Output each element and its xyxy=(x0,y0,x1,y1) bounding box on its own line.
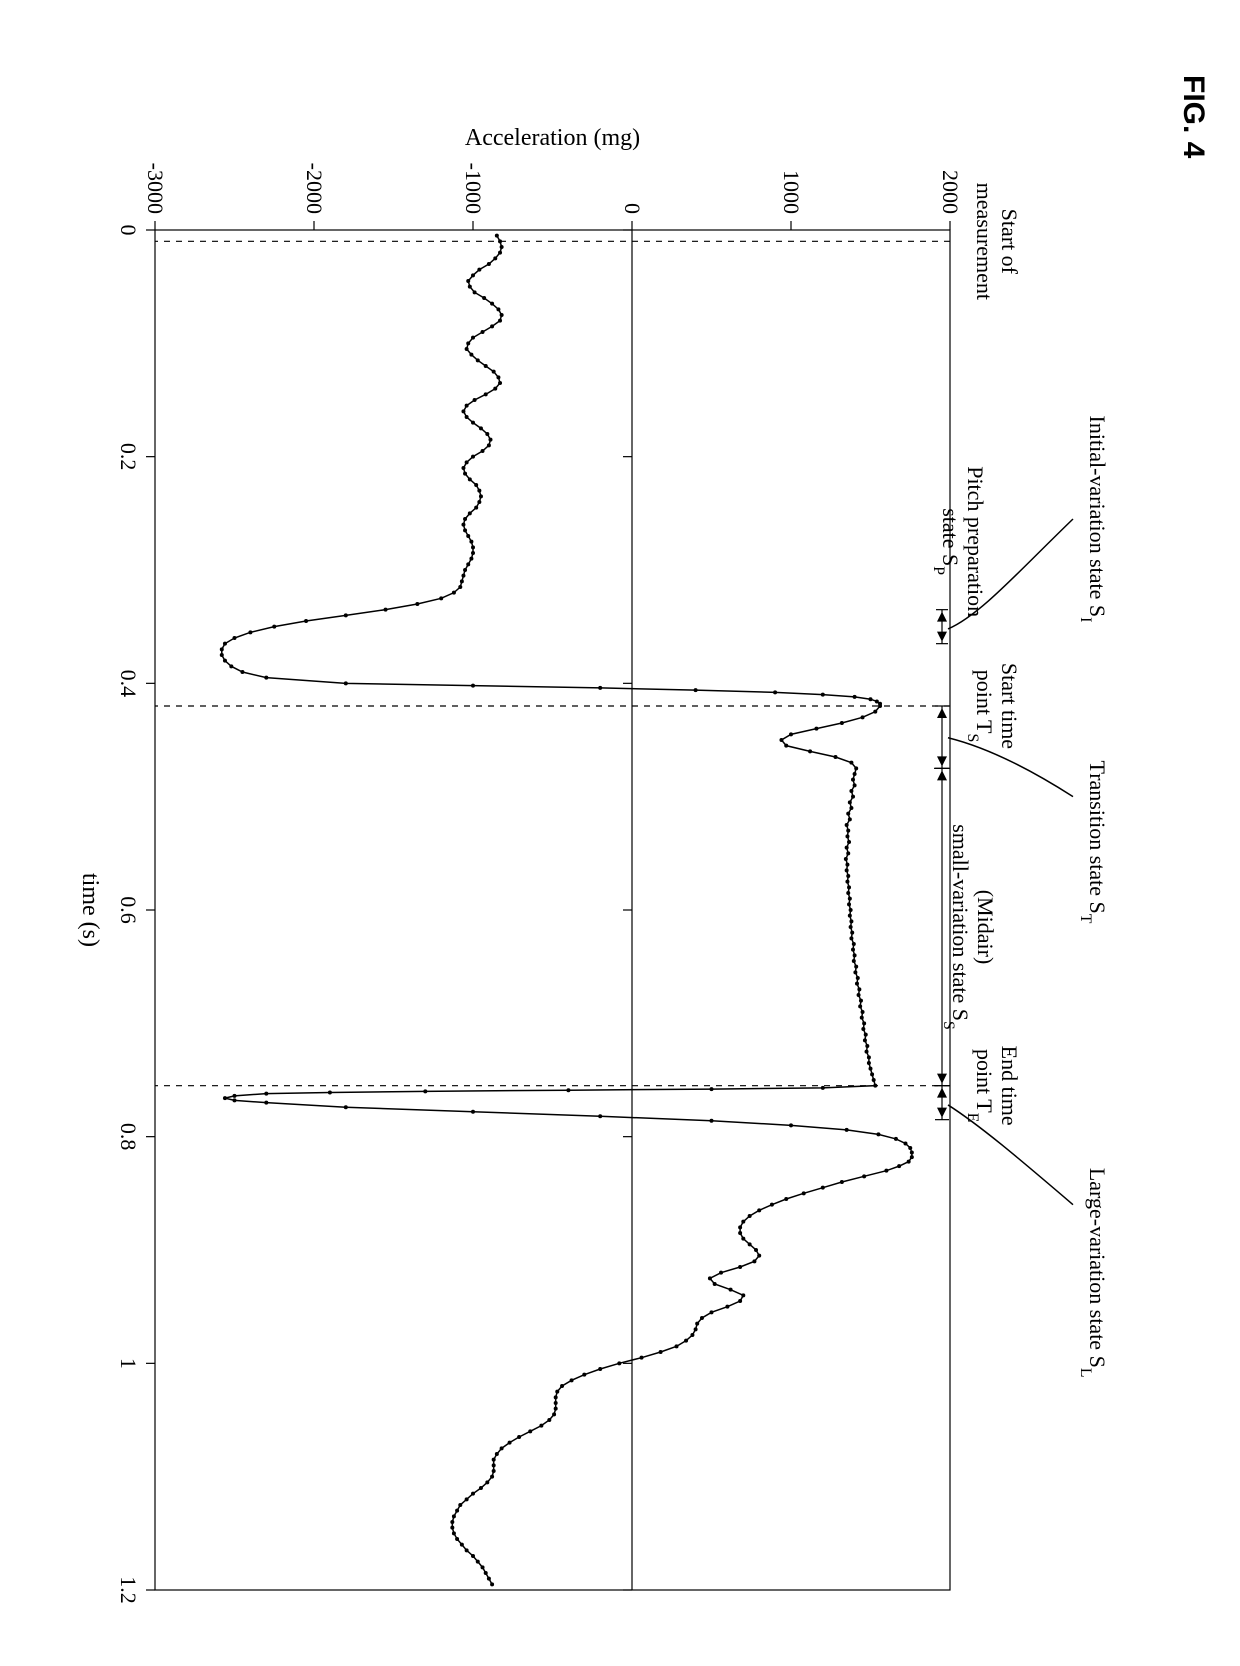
svg-text:(Midair): (Midair) xyxy=(973,890,998,965)
svg-text:0.4: 0.4 xyxy=(116,670,141,698)
acceleration-chart: 0 0.2 0.4 0.6 0.8 1 1.2 -3000 -2000 -1000 0 1000 200… xyxy=(0,0,1240,1666)
svg-text:state SP: state SP xyxy=(930,508,963,575)
svg-text:small-variation state SS: small-variation state SS xyxy=(940,824,973,1030)
svg-text:0: 0 xyxy=(620,203,645,214)
svg-text:-2000: -2000 xyxy=(302,163,327,214)
landscape-canvas: FIG. 4 00.20.40.60.811.2-3000-2000-10000… xyxy=(0,0,1240,1666)
svg-text:0.8: 0.8 xyxy=(116,1123,141,1151)
svg-text:0.2: 0.2 xyxy=(116,443,141,471)
page-root: FIG. 4 00.20.40.60.811.2-3000-2000-10000… xyxy=(0,0,1240,1666)
svg-text:Pitch preparation: Pitch preparation xyxy=(963,466,988,617)
svg-text:measurement: measurement xyxy=(972,183,997,300)
svg-text:-1000: -1000 xyxy=(461,163,486,214)
svg-text:Start of: Start of xyxy=(997,209,1022,275)
svg-text:Initial-variation state SI: Initial-variation state SI xyxy=(1078,416,1111,623)
svg-text:1000: 1000 xyxy=(779,170,804,214)
svg-text:Large-variation state SL: Large-variation state SL xyxy=(1078,1168,1111,1378)
svg-text:Start time: Start time xyxy=(997,663,1022,749)
svg-text:2000: 2000 xyxy=(938,170,963,214)
svg-text:0: 0 xyxy=(116,225,141,236)
svg-text:point TS: point TS xyxy=(964,670,997,743)
svg-text:1: 1 xyxy=(116,1358,141,1369)
svg-text:time (s): time (s) xyxy=(77,873,103,947)
svg-text:0.6: 0.6 xyxy=(116,896,141,924)
svg-text:Acceleration (mg): Acceleration (mg) xyxy=(465,125,640,151)
svg-text:1.2: 1.2 xyxy=(116,1576,141,1604)
svg-text:point TE: point TE xyxy=(964,1049,997,1122)
figure-label: FIG. 4 xyxy=(1176,75,1210,158)
svg-text:Transition state ST: Transition state ST xyxy=(1078,761,1111,924)
svg-text:End time: End time xyxy=(997,1046,1022,1126)
svg-text:-3000: -3000 xyxy=(143,163,168,214)
